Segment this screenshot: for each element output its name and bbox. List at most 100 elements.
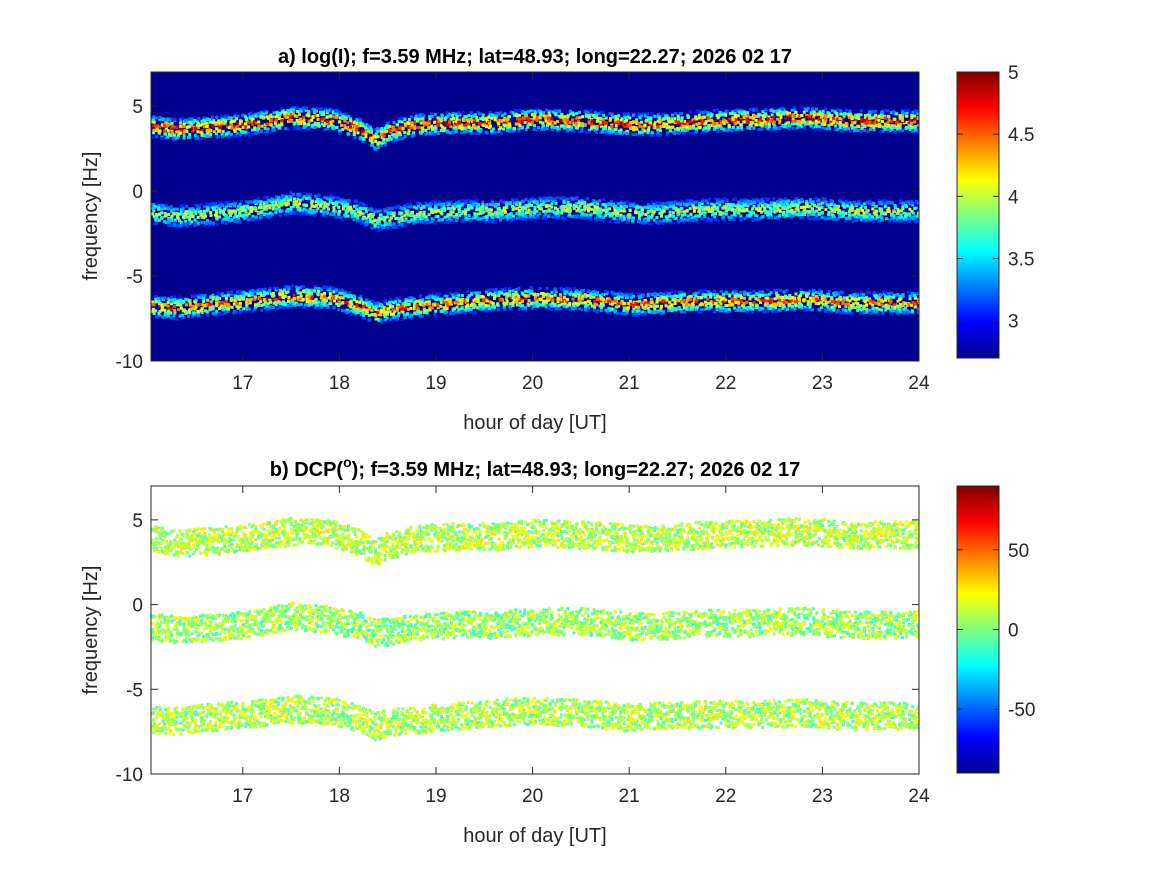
panel-a-pixel <box>631 113 635 117</box>
panel-a-pixel <box>182 136 186 140</box>
panel-a-pixel <box>520 117 523 121</box>
panel-a-pixel <box>421 119 425 123</box>
panel-a-pixel <box>214 311 218 315</box>
panel-a-pixel <box>352 210 356 213</box>
panel-a-pixel <box>872 128 876 132</box>
panel-a-pixel <box>707 207 711 211</box>
panel-a-pixel <box>253 206 257 210</box>
panel-a-pixel <box>857 212 861 216</box>
panel-a-pixel <box>250 111 253 115</box>
panel-a-pixel <box>424 128 428 132</box>
panel-a-pixel <box>503 116 507 120</box>
panel-a-pixel <box>286 199 290 203</box>
panel-a-pixel <box>391 206 395 210</box>
panel-a-pixel <box>904 205 908 209</box>
panel-a-pixel <box>347 127 351 131</box>
panel-a-pixel <box>829 202 833 206</box>
panel-a-pixel <box>325 115 329 119</box>
panel-a-pixel <box>385 124 389 128</box>
panel-a-pixel <box>739 209 743 212</box>
panel-a-pixel <box>680 123 684 127</box>
panel-a-pixel <box>262 112 266 115</box>
panel-a-pixel <box>767 115 771 119</box>
panel-a-pixel <box>724 212 728 216</box>
panel-a-pixel <box>725 205 729 209</box>
panel-a-pixel <box>275 307 279 311</box>
panel-a-pixel <box>352 217 356 221</box>
panel-a-pixel <box>370 141 374 145</box>
panel-a-pixel <box>904 213 908 217</box>
panel-a-pixel <box>431 200 434 204</box>
panel-a-pixel <box>262 292 266 296</box>
panel-a-pixel <box>613 217 617 221</box>
panel-a-pixel <box>371 143 375 147</box>
panel-a-pixel <box>397 120 401 123</box>
panel-a-pixel <box>893 204 897 208</box>
panel-a-pixel <box>271 294 275 298</box>
panel-a-pixel <box>881 129 885 133</box>
panel-a-pixel <box>293 197 296 201</box>
panel-a-pixel <box>848 118 852 122</box>
panel-a-pixel <box>799 212 802 216</box>
panel-a-pixel <box>569 214 573 218</box>
panel-a-pixel <box>596 116 600 120</box>
panel-a-pixel <box>818 128 822 132</box>
panel-a-pixel <box>700 206 704 209</box>
panel-a-pixel <box>319 107 323 111</box>
panel-a-pixel <box>313 114 317 118</box>
panel-a-pixel <box>715 201 719 205</box>
panel-a-pixel <box>271 198 275 202</box>
panel-a-pixel <box>152 209 156 213</box>
panel-a-pixel <box>638 205 642 209</box>
panel-a-pixel <box>515 207 518 211</box>
panel-a-pixel <box>677 127 680 131</box>
panel-a-pixel <box>532 200 536 204</box>
panel-a-pixel <box>352 133 356 136</box>
panel-a-pixel <box>884 217 888 221</box>
panel-a-pixel <box>583 123 587 127</box>
panel-a-pixel <box>859 216 863 220</box>
panel-a-pixel <box>397 217 401 221</box>
panel-a-pixel <box>574 196 578 200</box>
panel-a-pixel <box>913 214 917 218</box>
panel-a-pixel <box>346 203 350 207</box>
panel-a-pixel <box>674 216 678 220</box>
panel-a-pixel <box>569 127 573 131</box>
panel-a-pixel <box>388 134 391 138</box>
panel-a-pixel <box>344 116 348 120</box>
panel-a-pixel <box>901 129 905 133</box>
panel-a-pixel <box>865 215 869 219</box>
panel-a-pixel <box>733 122 737 126</box>
panel-a-pixel <box>490 116 494 120</box>
panel-a-pixel <box>575 126 579 130</box>
panel-a-pixel <box>227 135 231 139</box>
panel-a-pixel <box>400 219 404 222</box>
panel-a-pixel <box>262 298 266 302</box>
panel-a-pixel <box>866 200 869 204</box>
panel-a-pixel <box>412 220 416 224</box>
panel-a-pixel <box>826 127 829 131</box>
panel-a-pixel <box>170 128 174 132</box>
panel-a-pixel <box>382 138 386 141</box>
panel-a-pixel <box>193 222 197 226</box>
panel-a-pixel <box>352 128 356 132</box>
panel-a-pixel <box>292 122 296 126</box>
panel-a-pixel <box>272 128 276 132</box>
panel-a-pixel <box>694 115 698 119</box>
panel-a-pixel <box>464 214 468 218</box>
panel-a-pixel <box>487 211 491 215</box>
panel-a-pixel <box>374 207 378 211</box>
panel-a-pixel <box>460 131 464 135</box>
panel-a-pixel <box>658 116 662 120</box>
panel-a-pixel <box>890 201 894 205</box>
panel-a-pixel <box>533 198 537 202</box>
panel-a-pixel <box>544 212 548 216</box>
panel-a-pixel <box>658 200 662 204</box>
panel-a-pixel <box>296 208 300 212</box>
panel-a-pixel <box>899 209 903 213</box>
panel-a-pixel <box>599 124 603 128</box>
panel-a-pixel <box>890 119 894 123</box>
panel-a-pixel <box>874 113 878 117</box>
panel-a-pixel <box>220 115 224 119</box>
panel-a-pixel <box>160 211 164 215</box>
